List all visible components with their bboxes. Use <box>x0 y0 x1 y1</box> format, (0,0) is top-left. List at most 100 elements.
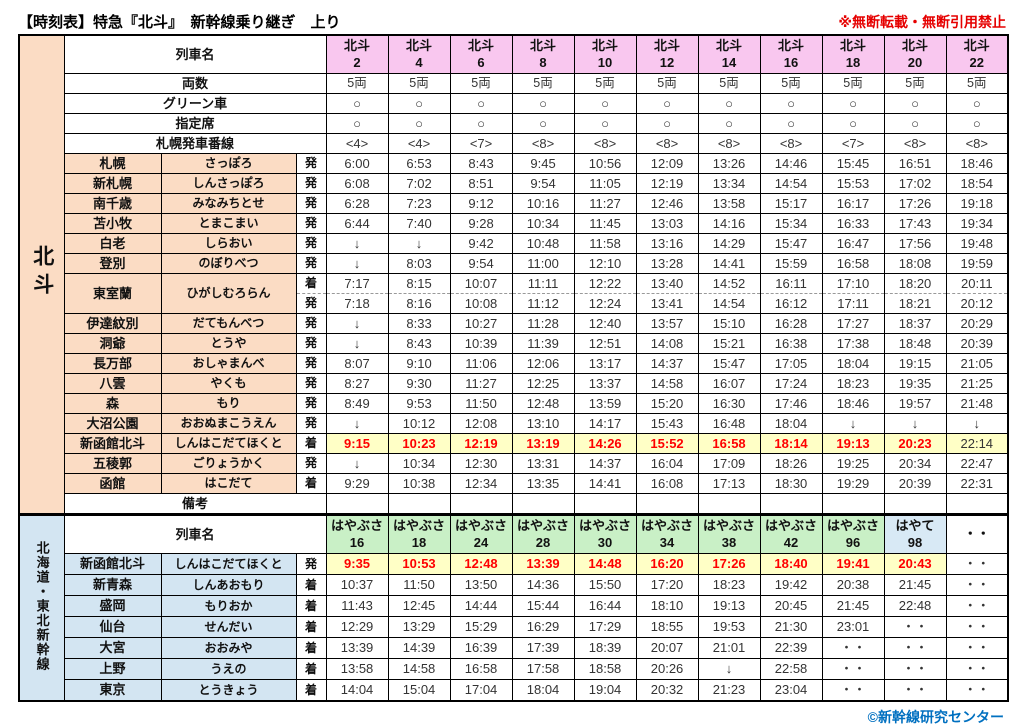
dep-arr-mark: 発 <box>295 153 327 174</box>
time-cell: 9:29 <box>325 473 389 494</box>
time-cell: 7:17 <box>325 273 389 294</box>
dep-arr-mark: 発 <box>295 173 327 194</box>
green-car-cell: ○ <box>697 93 761 114</box>
train-header-cell: はやて 98 <box>883 514 947 554</box>
train-name-row: 北斗 列車名 北斗 2 北斗 4 北斗 6 北斗 8 北斗 10 北斗 12 北斗 14 北斗… <box>18 34 1009 515</box>
time-cell: 10:48 <box>511 233 575 254</box>
station-kanji: 森 <box>63 393 162 414</box>
time-cell: 15:21 <box>697 333 761 354</box>
time-cell: 17:58 <box>511 658 575 680</box>
station-kana: やくも <box>160 373 297 394</box>
time-cell: 12:30 <box>449 453 513 474</box>
section-label-text: 北海道・東北新幹線 <box>34 541 50 672</box>
time-cell: ・・ <box>945 679 1009 702</box>
station-row: 八雲 やくも 発 8:27 9:30 11:27 12:25 13:37 14:58 16:… <box>19 373 1009 394</box>
time-cell: 18:37 <box>883 313 947 334</box>
time-cell: 17:04 <box>449 679 513 702</box>
green-car-cell: ○ <box>945 93 1009 114</box>
station-row: 大沼公園 おおぬまこうえん 発 ↓ 10:12 12:08 13:10 14:17 15:… <box>19 413 1009 434</box>
time-cell: 15:50 <box>573 574 637 596</box>
time-cell: 14:04 <box>325 679 389 702</box>
time-cell: 10:12 <box>387 413 451 434</box>
green-car-cell: ○ <box>325 93 389 114</box>
time-cell: 18:04 <box>759 413 823 434</box>
time-cell: 10:37 <box>325 574 389 596</box>
time-cell: ↓ <box>325 453 389 474</box>
time-cell: 14:26 <box>573 433 637 454</box>
time-cell: 11:00 <box>511 253 575 274</box>
time-cell: ↓ <box>325 233 389 254</box>
reserved-seat-label: 指定席 <box>63 113 327 134</box>
time-cell: 20:38 <box>821 574 885 596</box>
time-cell: 11:50 <box>449 393 513 414</box>
dep-arr-mark: 着 <box>295 473 327 494</box>
time-cell: 12:25 <box>511 373 575 394</box>
train-header-cell: はやぶさ 38 <box>697 514 761 554</box>
train-header-cell: 北斗 16 <box>759 34 823 74</box>
time-cell: 17:13 <box>697 473 761 494</box>
station-kanji: 新函館北斗 <box>63 553 162 575</box>
time-cell: 9:54 <box>449 253 513 274</box>
section-label-shinkansen: 北海道・東北新幹線 <box>18 514 65 702</box>
time-cell: 13:19 <box>511 433 575 454</box>
time-cell: 19:42 <box>759 574 823 596</box>
time-cell: 17:05 <box>759 353 823 374</box>
station-row: 苫小牧 とまこまい 発 6:44 7:40 9:28 10:34 11:45 13:03 1… <box>19 213 1009 234</box>
station-kana: しんはこだてほくと <box>160 433 297 454</box>
time-cell: 15:20 <box>635 393 699 414</box>
remarks-cell <box>449 493 513 515</box>
time-cell: 16:29 <box>511 616 575 638</box>
station-kanji: 大宮 <box>63 637 162 659</box>
green-car-cell: ○ <box>449 93 513 114</box>
time-cell: ・・ <box>945 658 1009 680</box>
time-cell: 14:41 <box>573 473 637 494</box>
station-row: 伊達紋別 だてもんべつ 発 ↓ 8:33 10:27 11:28 12:40 13:57 1… <box>19 313 1009 334</box>
time-cell: 7:23 <box>387 193 451 214</box>
train-header-cell: 北斗 2 <box>325 34 389 74</box>
station-row: 南千歳 みなみちとせ 発 6:28 7:23 9:12 10:16 11:27 12:46… <box>19 193 1009 214</box>
time-cell: 7:18 <box>325 293 389 314</box>
time-cell: ・・ <box>945 616 1009 638</box>
time-cell: 6:44 <box>325 213 389 234</box>
dep-arr-mark: 着 <box>295 433 327 454</box>
time-cell: ↓ <box>883 413 947 434</box>
time-cell: 22:39 <box>759 637 823 659</box>
time-cell: 22:47 <box>945 453 1009 474</box>
time-cell: 18:55 <box>635 616 699 638</box>
train-header-cell: はやぶさ 34 <box>635 514 699 554</box>
time-cell: 19:13 <box>821 433 885 454</box>
time-cell: 12:48 <box>511 393 575 414</box>
remarks-cell <box>883 493 947 515</box>
time-cell: 15:52 <box>635 433 699 454</box>
page-title: 【時刻表】特急『北斗』 新幹線乗り継ぎ 上り <box>18 14 341 31</box>
train-header-cell: 北斗 14 <box>697 34 761 74</box>
dep-arr-mark: 着 <box>295 679 327 702</box>
time-cell: 20:29 <box>945 313 1009 334</box>
station-row: 東京 とうきょう 着 14:04 15:04 17:04 18:04 19:04 20:3… <box>19 679 1009 702</box>
station-row: 新青森 しんあおもり 着 10:37 11:50 13:50 14:36 15:50 17… <box>19 574 1009 596</box>
station-row: 森 もり 発 8:49 9:53 11:50 12:48 13:59 15:20 16:30… <box>19 393 1009 414</box>
time-cell: 20:26 <box>635 658 699 680</box>
time-cell: 9:42 <box>449 233 513 254</box>
time-cell: 16:44 <box>573 595 637 617</box>
time-cell: 15:47 <box>759 233 823 254</box>
time-cell: 17:29 <box>573 616 637 638</box>
time-cell: 20:45 <box>759 595 823 617</box>
time-cell: 11:27 <box>573 193 637 214</box>
time-cell: 10:34 <box>387 453 451 474</box>
time-cell: 14:52 <box>697 273 761 294</box>
time-cell: ・・ <box>945 595 1009 617</box>
station-row: 新函館北斗 しんはこだてほくと 着 9:15 10:23 12:19 13:19 14:… <box>19 433 1009 454</box>
time-cell: 8:03 <box>387 253 451 274</box>
time-cell: 10:23 <box>387 433 451 454</box>
dep-arr-mark: 発 <box>295 313 327 334</box>
time-cell: 7:40 <box>387 213 451 234</box>
time-cell: 14:37 <box>635 353 699 374</box>
station-kana: おしゃまんべ <box>160 353 297 374</box>
time-cell: 14:17 <box>573 413 637 434</box>
time-cell: 20:07 <box>635 637 699 659</box>
time-cell: 19:04 <box>573 679 637 702</box>
time-cell: 12:48 <box>449 553 513 575</box>
station-row: 白老 しらおい 発 ↓ ↓ 9:42 10:48 11:58 13:16 14:29 15:4… <box>19 233 1009 254</box>
reserved-seat-cell: ○ <box>945 113 1009 134</box>
